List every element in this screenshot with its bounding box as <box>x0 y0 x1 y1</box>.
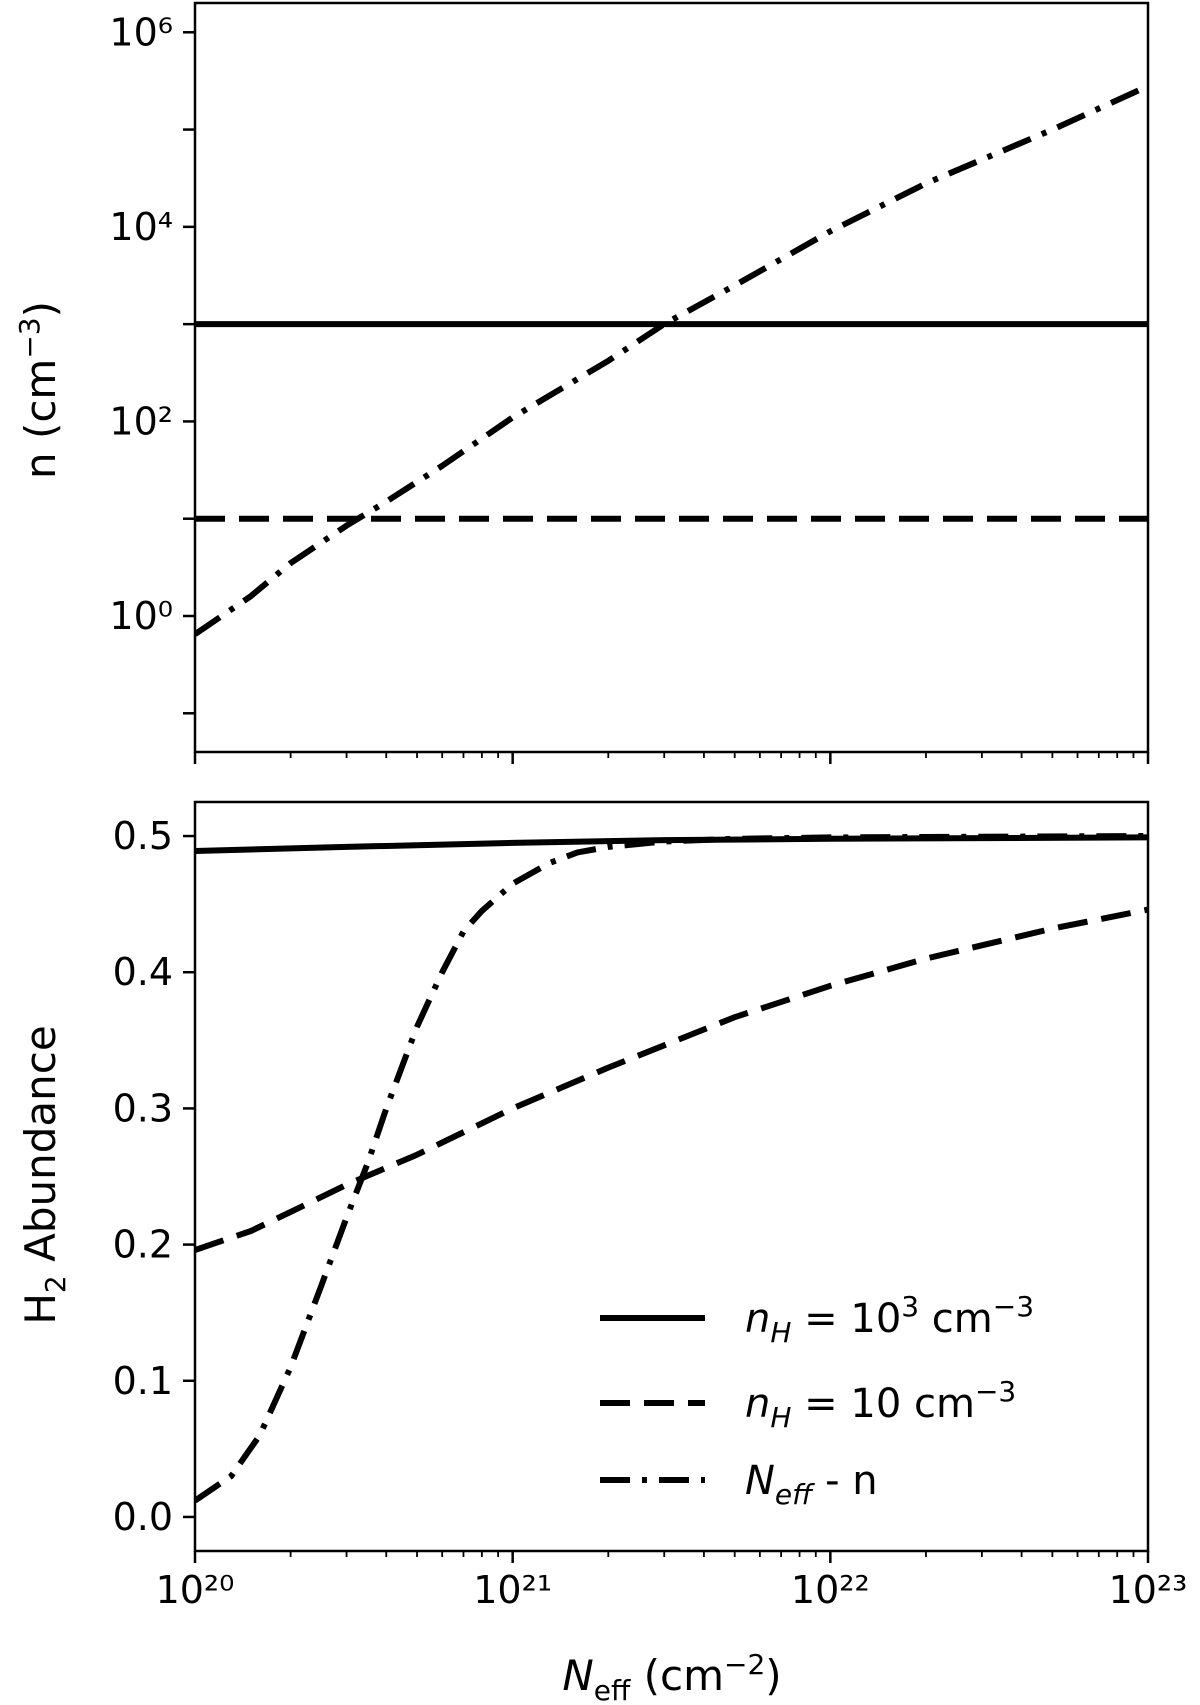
bottom-series-dashdot-line <box>195 833 1148 1504</box>
top-y-tick-label: 10² <box>109 399 173 443</box>
bottom-plot-frame <box>193 800 1150 1553</box>
x-tick-label: 10²² <box>791 1568 870 1612</box>
top-series-group <box>195 83 1148 637</box>
bottom-y-tick-label: 0.3 <box>113 1086 173 1130</box>
top-y-tick-label: 10⁰ <box>109 594 173 638</box>
top-y-axis-label: n (cm−3) <box>13 301 65 479</box>
bottom-y-tick-label: 0.1 <box>113 1359 173 1403</box>
legend-label-dashed: nH = 10 cm−3 <box>745 1375 1016 1434</box>
bottom-y-tick-label: 0.2 <box>113 1223 173 1267</box>
bottom-y-tick-label: 0.0 <box>113 1495 173 1539</box>
bottom-series-dashed-line <box>195 906 1148 1253</box>
bottom-y-tick-label: 0.5 <box>113 814 173 858</box>
bottom-y-axis-label: H2 Abundance <box>16 1025 72 1324</box>
x-tick-label: 10²³ <box>1109 1568 1188 1612</box>
top-ticks: 10⁰ 10² 10⁴ 10⁶ <box>109 10 1150 764</box>
bottom-series-group <box>195 833 1148 1504</box>
top-y-tick-label: 10⁴ <box>109 205 173 249</box>
top-plot-frame <box>193 1 1150 754</box>
legend-label-solid: nH = 103 cm−3 <box>745 1290 1034 1349</box>
legend-label-dashdot: Neff - n <box>745 1458 878 1511</box>
x-tick-label: 10²¹ <box>473 1568 552 1612</box>
top-panel: 10⁰ 10² 10⁴ 10⁶ n (cm−3) <box>13 1 1150 764</box>
legend: nH = 103 cm−3 nH = 10 cm−3 Neff - n <box>600 1290 1034 1511</box>
bottom-y-tick-label: 0.4 <box>113 950 173 994</box>
bottom-panel: 10²⁰ 10²¹ 10²² 10²³ 0.0 0.1 0.2 0.3 0.4 0.5 H2 Ab… <box>16 800 1188 1705</box>
x-tick-label: 10²⁰ <box>156 1568 235 1612</box>
top-series-dashdot-line <box>195 83 1148 637</box>
bottom-ticks: 10²⁰ 10²¹ 10²² 10²³ 0.0 0.1 0.2 0.3 0.4 0.5 <box>113 814 1188 1612</box>
top-y-tick-label: 10⁶ <box>109 10 173 54</box>
x-axis-label: Neff (cm−2) <box>562 1648 781 1705</box>
